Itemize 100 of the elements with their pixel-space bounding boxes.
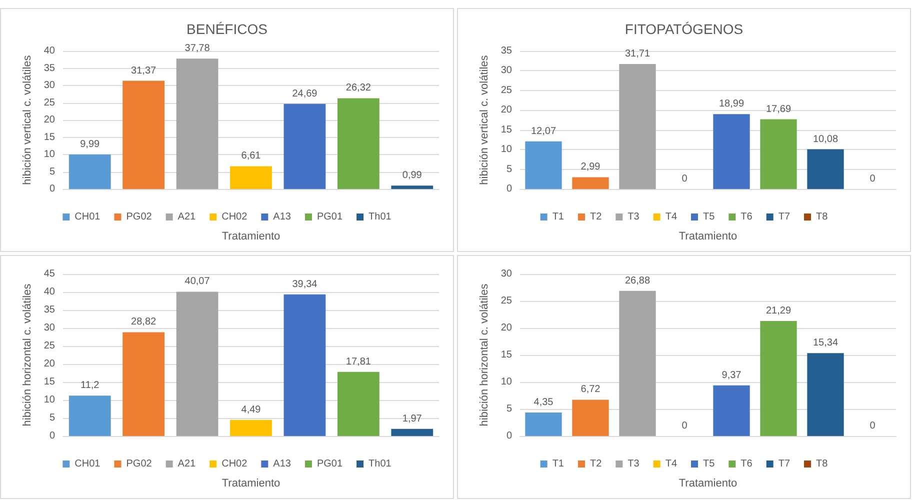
data-label: 28,82 — [131, 316, 157, 328]
y-tick-label: 45 — [44, 268, 56, 280]
data-label: 10,08 — [812, 134, 838, 145]
y-tick-label: 5 — [506, 164, 512, 175]
legend-label: T7 — [778, 458, 790, 470]
legend-label: A21 — [178, 212, 196, 222]
legend-label: T6 — [740, 212, 753, 222]
data-label: 26,88 — [624, 275, 650, 286]
legend-label: PG01 — [316, 458, 343, 470]
y-tick-label: 25 — [44, 340, 56, 352]
legend-label: A13 — [273, 458, 292, 470]
data-label: 37,78 — [184, 43, 210, 54]
data-label: 0 — [870, 420, 876, 432]
legend-label: T5 — [703, 212, 716, 222]
y-tick-label: 5 — [49, 412, 56, 424]
y-tick-label: 35 — [44, 304, 56, 316]
y-tick-label: 20 — [500, 322, 512, 334]
legend-label: T4 — [665, 458, 678, 470]
legend-label: PG02 — [126, 458, 152, 470]
y-tick-label: 0 — [49, 184, 56, 194]
legend-label: T3 — [628, 212, 640, 222]
data-label: 31,37 — [131, 65, 157, 76]
y-tick-label: 25 — [500, 296, 512, 306]
data-label: 17,69 — [766, 104, 792, 115]
legend-label: T8 — [816, 458, 828, 470]
legend-label: PG02 — [126, 212, 152, 222]
x-axis-title: Tratamiento — [678, 478, 738, 490]
data-label: 0 — [682, 174, 688, 184]
y-axis-title: hibición vertical c. volátiles — [478, 54, 490, 185]
y-tick-label: 10 — [44, 149, 56, 160]
y-tick-label: 30 — [500, 65, 512, 76]
legend-label: T2 — [590, 212, 602, 222]
legend-label: CH01 — [74, 212, 101, 222]
data-label: 24,69 — [292, 88, 318, 100]
y-tick-label: 20 — [44, 114, 56, 126]
legend-label: T4 — [665, 212, 678, 222]
data-label: 12,07 — [530, 126, 556, 137]
data-label: 21,29 — [766, 306, 792, 317]
legend-label: Th01 — [368, 458, 392, 470]
chart-title: FITOPATÓGENOS — [624, 21, 744, 37]
y-tick-label: 35 — [44, 62, 56, 74]
y-tick-label: 25 — [44, 97, 56, 108]
legend-label: T1 — [552, 212, 564, 222]
legend-label: T2 — [590, 458, 602, 470]
y-tick-label: 40 — [44, 286, 56, 298]
data-label: 4,49 — [241, 404, 262, 416]
legend-label: A21 — [178, 458, 196, 470]
legend-label: CH02 — [222, 212, 248, 222]
data-label: 17,81 — [346, 356, 372, 368]
legend-label: CH02 — [222, 458, 248, 470]
y-tick-label: 30 — [500, 268, 512, 280]
y-tick-label: 20 — [44, 358, 56, 370]
y-tick-label: 5 — [49, 166, 56, 178]
data-label: 0 — [870, 174, 876, 184]
data-label: 6,72 — [580, 384, 601, 396]
y-tick-label: 15 — [44, 376, 56, 388]
x-axis-title: Tratamiento — [222, 230, 280, 242]
chart-title: BENÉFICOS — [186, 21, 268, 37]
y-tick-label: 0 — [506, 184, 512, 194]
y-tick-label: 15 — [500, 350, 512, 360]
data-label: 15,34 — [812, 338, 838, 349]
data-label: 18,99 — [718, 98, 744, 110]
data-label: 39,34 — [292, 278, 318, 290]
y-tick-label: 15 — [500, 124, 512, 136]
y-tick-label: 10 — [44, 394, 56, 406]
data-label: 0 — [682, 420, 688, 432]
y-tick-label: 20 — [500, 104, 512, 116]
y-axis-title: hibición horizontal c. volátiles — [478, 283, 490, 426]
data-label: 6,61 — [241, 150, 262, 162]
legend-label: Th01 — [368, 212, 392, 222]
data-label: 31,71 — [624, 48, 650, 60]
data-label: 11,2 — [80, 380, 100, 392]
y-tick-label: 10 — [500, 376, 512, 388]
data-label: 9,99 — [80, 139, 100, 150]
legend-label: T6 — [740, 458, 753, 470]
legend-label: T8 — [816, 212, 828, 222]
legend-label: CH01 — [74, 458, 101, 470]
y-tick-label: 0 — [506, 430, 512, 442]
y-tick-label: 10 — [500, 144, 512, 156]
legend-label: T5 — [703, 458, 716, 470]
data-label: 9,37 — [722, 370, 742, 381]
y-axis-title: hibición vertical c. volátiles — [21, 54, 34, 185]
y-tick-label: 0 — [49, 430, 56, 442]
legend-label: T7 — [778, 212, 790, 222]
x-axis-title: Tratamiento — [678, 230, 738, 242]
legend-label: A13 — [273, 212, 292, 222]
y-axis-title: hibición horizontal c. volátiles — [21, 283, 34, 426]
legend-label: PG01 — [316, 212, 343, 222]
data-label: 1,97 — [402, 413, 422, 424]
y-tick-label: 25 — [500, 84, 512, 96]
data-label: 26,32 — [346, 82, 372, 94]
legend-label: T1 — [552, 458, 564, 470]
y-tick-label: 5 — [506, 404, 512, 414]
x-axis-title: Tratamiento — [222, 478, 280, 490]
y-tick-label: 30 — [44, 322, 56, 334]
data-label: 4,35 — [534, 397, 554, 408]
y-tick-label: 30 — [44, 80, 56, 91]
y-tick-label: 40 — [44, 46, 56, 56]
data-label: 0,99 — [402, 170, 422, 182]
y-tick-label: 15 — [44, 132, 56, 143]
